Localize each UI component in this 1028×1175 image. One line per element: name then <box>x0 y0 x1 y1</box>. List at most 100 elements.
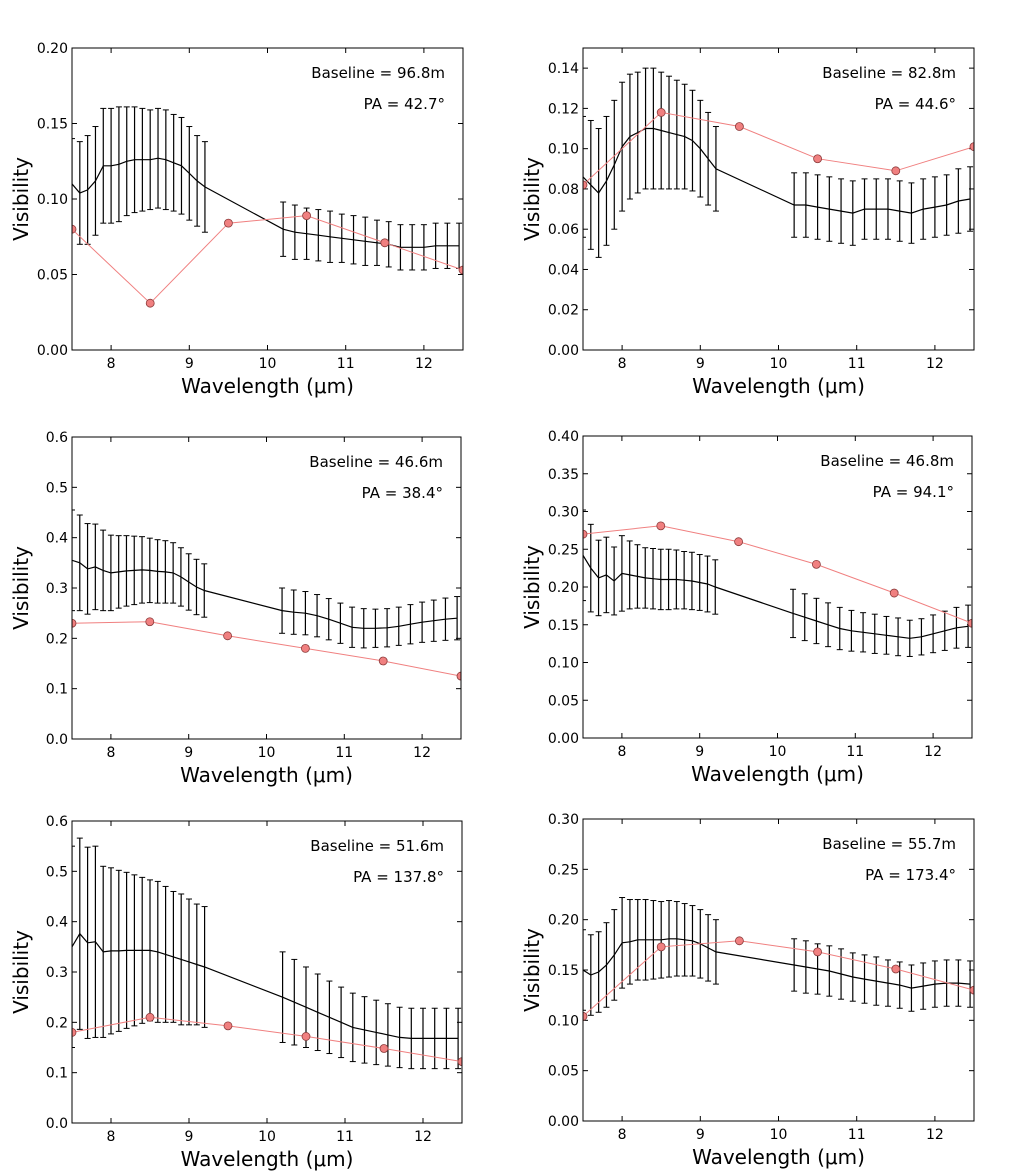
position-angle-annotation: PA = 94.1° <box>873 483 954 501</box>
y-tick-label: 0.0 <box>46 1116 68 1132</box>
x-tick-label: 8 <box>107 1129 116 1145</box>
x-axis-label: Wavelength (μm) <box>181 374 354 398</box>
y-tick-label: 0.6 <box>46 430 68 446</box>
model-visibility-point <box>969 142 974 152</box>
model-visibility-point <box>656 942 666 952</box>
y-axis-label: Visibility <box>9 930 33 1014</box>
model-visibility-line <box>72 621 461 677</box>
model-visibility-point <box>223 218 233 228</box>
model-visibility-point <box>223 631 233 641</box>
model-visibility-point <box>969 985 974 995</box>
x-tick-label: 9 <box>695 744 704 760</box>
y-tick-label: 0.06 <box>548 222 579 238</box>
x-tick-label: 8 <box>106 745 115 761</box>
y-tick-label: 0.14 <box>548 61 579 77</box>
model-visibility-line <box>72 1016 462 1063</box>
model-visibility-point <box>72 618 77 628</box>
x-tick-label: 10 <box>770 356 788 372</box>
y-tick-label: 0.1 <box>46 1066 68 1082</box>
model-visibility-point <box>457 1057 462 1066</box>
plot-frame <box>71 436 462 740</box>
x-axis-label: Wavelength (μm) <box>181 1147 354 1171</box>
baseline-annotation: Baseline = 82.8m <box>822 64 956 82</box>
plot-frame <box>71 47 464 351</box>
x-tick-label: 8 <box>107 356 116 372</box>
model-visibility-point <box>891 166 901 176</box>
model-visibility-point <box>812 559 821 569</box>
y-tick-label: 0.10 <box>37 192 68 208</box>
y-tick-label: 0.2 <box>46 631 68 647</box>
y-tick-label: 0.3 <box>46 965 68 981</box>
model-visibility-line <box>72 215 463 304</box>
y-tick-label: 0.00 <box>548 1114 579 1130</box>
baseline-annotation: Baseline = 55.7m <box>822 835 956 853</box>
x-tick-label: 11 <box>336 1129 354 1145</box>
model-visibility-point <box>583 529 588 539</box>
model-visibility-point <box>891 964 901 974</box>
error-bar <box>583 929 586 1011</box>
y-tick-label: 0.20 <box>548 913 579 929</box>
y-tick-label: 0.3 <box>46 581 68 597</box>
model-visibility-point <box>735 122 744 131</box>
y-tick-label: 0.1 <box>46 682 68 698</box>
x-tick-label: 11 <box>335 745 353 761</box>
y-tick-label: 0.0 <box>46 732 68 748</box>
y-tick-label: 0.10 <box>548 142 579 158</box>
model-visibility-point <box>301 1032 311 1041</box>
x-tick-label: 9 <box>185 1129 194 1145</box>
y-tick-label: 0.00 <box>37 343 68 359</box>
measured-visibility-line <box>583 127 971 214</box>
x-tick-label: 12 <box>924 744 942 760</box>
x-tick-label: 9 <box>185 356 194 372</box>
y-tick-label: 0.05 <box>37 268 68 284</box>
y-tick-label: 0.40 <box>548 429 579 445</box>
chart-panel-2: 0.00 0.02 0.04 0.06 0.08 0.10 0.12 0.14 8 9 10 11 12… <box>520 47 975 398</box>
model-visibility-point <box>735 936 744 946</box>
model-visibility-point <box>302 211 312 221</box>
y-axis-label: Visibility <box>9 157 33 241</box>
model-visibility-point <box>889 588 899 598</box>
measured-visibility-line <box>583 938 971 989</box>
model-visibility-point <box>380 238 390 248</box>
x-tick-label: 10 <box>258 1129 276 1145</box>
baseline-annotation: Baseline = 46.6m <box>309 453 443 471</box>
x-tick-label: 12 <box>926 1127 944 1143</box>
x-tick-label: 8 <box>618 356 627 372</box>
y-tick-label: 0.15 <box>548 618 579 634</box>
y-tick-label: 0.4 <box>46 531 68 547</box>
y-tick-label: 0.20 <box>548 580 579 596</box>
x-tick-label: 11 <box>848 356 866 372</box>
baseline-annotation: Baseline = 96.8m <box>311 64 445 82</box>
model-visibility-point <box>458 265 463 275</box>
x-tick-label: 8 <box>618 1127 627 1143</box>
y-tick-label: 0.5 <box>46 864 68 880</box>
model-visibility-point <box>145 298 155 308</box>
y-tick-label: 0.25 <box>548 542 579 558</box>
y-tick-label: 0.30 <box>548 505 579 521</box>
x-tick-label: 12 <box>414 1129 432 1145</box>
x-tick-label: 12 <box>413 745 431 761</box>
x-tick-label: 11 <box>848 1127 866 1143</box>
position-angle-annotation: PA = 173.4° <box>865 866 956 884</box>
y-tick-label: 0.10 <box>548 656 579 672</box>
model-visibility-point <box>813 154 822 164</box>
model-visibility-point <box>379 1044 389 1053</box>
baseline-annotation: Baseline = 46.8m <box>820 452 954 470</box>
plot-area <box>72 837 462 1070</box>
error-bar <box>72 509 75 612</box>
model-visibility-point <box>656 108 666 117</box>
chart-panel-3: 0.0 0.1 0.2 0.3 0.4 0.5 0.6 8 9 10 11 12 Wavelength … <box>9 430 462 787</box>
plot-frame <box>582 435 973 739</box>
y-tick-label: 0.35 <box>548 467 579 483</box>
error-bar <box>72 845 75 1048</box>
y-axis-label: Visibility <box>520 157 544 241</box>
plot-frame <box>71 820 463 1124</box>
error-bar <box>965 604 972 648</box>
model-visibility-point <box>72 1028 77 1037</box>
y-tick-label: 0.04 <box>548 262 579 278</box>
model-visibility-point <box>583 1011 588 1021</box>
y-tick-label: 0.30 <box>548 812 579 828</box>
y-tick-label: 0.4 <box>46 915 68 931</box>
y-tick-label: 0.08 <box>548 182 579 198</box>
x-tick-label: 11 <box>846 744 864 760</box>
